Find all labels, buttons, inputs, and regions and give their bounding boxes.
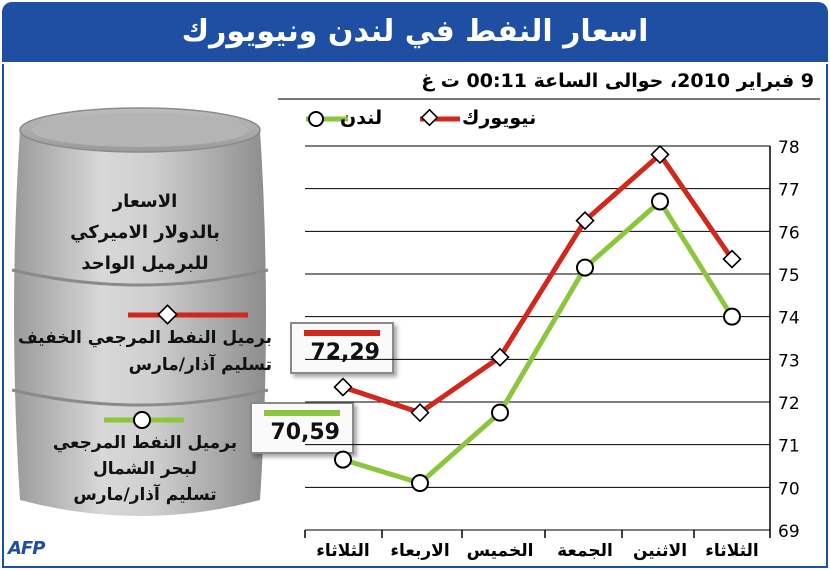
barrel-wti-line1: برميل النفط المرجعي الخفيف — [17, 328, 272, 348]
barrel-brent-text: برميل النفط المرجعي لبحر الشمال تسليم آذ… — [20, 430, 270, 508]
legend-london-label: لندن — [340, 107, 383, 129]
y-tick-label: 69 — [778, 522, 800, 542]
london-point — [491, 403, 509, 422]
london-point — [723, 307, 741, 326]
barrel-unit-line1: الاسعار — [112, 191, 178, 212]
y-tick-label: 73 — [778, 351, 800, 371]
x-tick-label: الخميس — [467, 541, 534, 561]
newyork-point — [650, 144, 670, 165]
x-tick-label: الثلاثاء — [705, 541, 759, 561]
barrel-wti-line2: تسليم آذار/مارس — [128, 355, 272, 375]
y-tick-label: 72 — [778, 394, 800, 414]
newyork-point — [490, 347, 510, 367]
subtitle-date: 9 فبراير 2010، حوالى الساعة 00:11 ت غ — [421, 70, 814, 92]
barrel-brent-line2: لبحر الشمال — [92, 459, 198, 479]
brent-value-box: 70,59 — [250, 402, 354, 454]
wti-value-swatch — [304, 330, 380, 336]
barrel-rib-upper — [11, 268, 269, 287]
y-tick-label: 75 — [778, 266, 800, 286]
london-point — [411, 474, 429, 493]
newyork-point — [333, 377, 353, 397]
y-tick-label: 78 — [778, 138, 800, 158]
barrel-brent-line3: تسليم آذار/مارس — [73, 485, 217, 505]
legend-markers — [306, 108, 460, 127]
series-line — [342, 198, 735, 486]
barrel-wti-marker — [157, 304, 178, 325]
legend-newyork-label: نيويورك — [462, 107, 537, 129]
barrel-wti-text: برميل النفط المرجعي الخفيف تسليم آذار/ما… — [10, 325, 272, 379]
page-title: اسعار النفط في لندن ونيويورك — [181, 14, 649, 49]
newyork-point — [575, 211, 595, 231]
barrel-body — [14, 130, 266, 516]
london-point — [651, 192, 669, 211]
title-bar: اسعار النفط في لندن ونيويورك — [2, 2, 828, 62]
barrel-brent-marker — [133, 411, 151, 429]
series-line — [342, 152, 735, 416]
barrel-rib-lower — [11, 388, 269, 407]
barrel-lid — [32, 113, 248, 147]
y-tick-label: 77 — [778, 181, 800, 201]
newyork-point — [722, 249, 742, 269]
london-point — [334, 450, 352, 469]
london-point — [576, 258, 594, 277]
y-tick-label: 76 — [778, 223, 800, 243]
legend-newyork-marker — [420, 108, 439, 127]
x-tick-label: الجمعة — [557, 541, 613, 561]
x-tick-label: الاثنين — [633, 541, 687, 561]
barrel-illustration — [11, 107, 269, 516]
x-tick-label: الثلاثاء — [316, 541, 370, 561]
barrel-unit-line3: للبرميل الواحد — [81, 253, 209, 274]
subtitle-divider — [278, 98, 820, 100]
barrel-unit-text: الاسعار بالدولار الاميركي للبرميل الواحد — [20, 186, 270, 279]
brent-value-swatch — [264, 410, 340, 416]
wti-value: 72,29 — [310, 340, 380, 365]
y-tick-label: 71 — [778, 437, 800, 457]
wti-value-box: 72,29 — [290, 322, 394, 374]
afp-logo: AFP — [8, 538, 45, 559]
newyork-point — [410, 403, 430, 423]
y-tick-label: 74 — [778, 309, 800, 329]
barrel-brent-line1: برميل النفط المرجعي — [52, 433, 238, 453]
y-tick-label: 70 — [778, 479, 800, 499]
x-tick-label: الاربعاء — [390, 541, 449, 561]
legend-london-marker — [308, 111, 324, 127]
barrel-unit-line2: بالدولار الاميركي — [70, 222, 220, 243]
brent-value: 70,59 — [270, 420, 340, 445]
